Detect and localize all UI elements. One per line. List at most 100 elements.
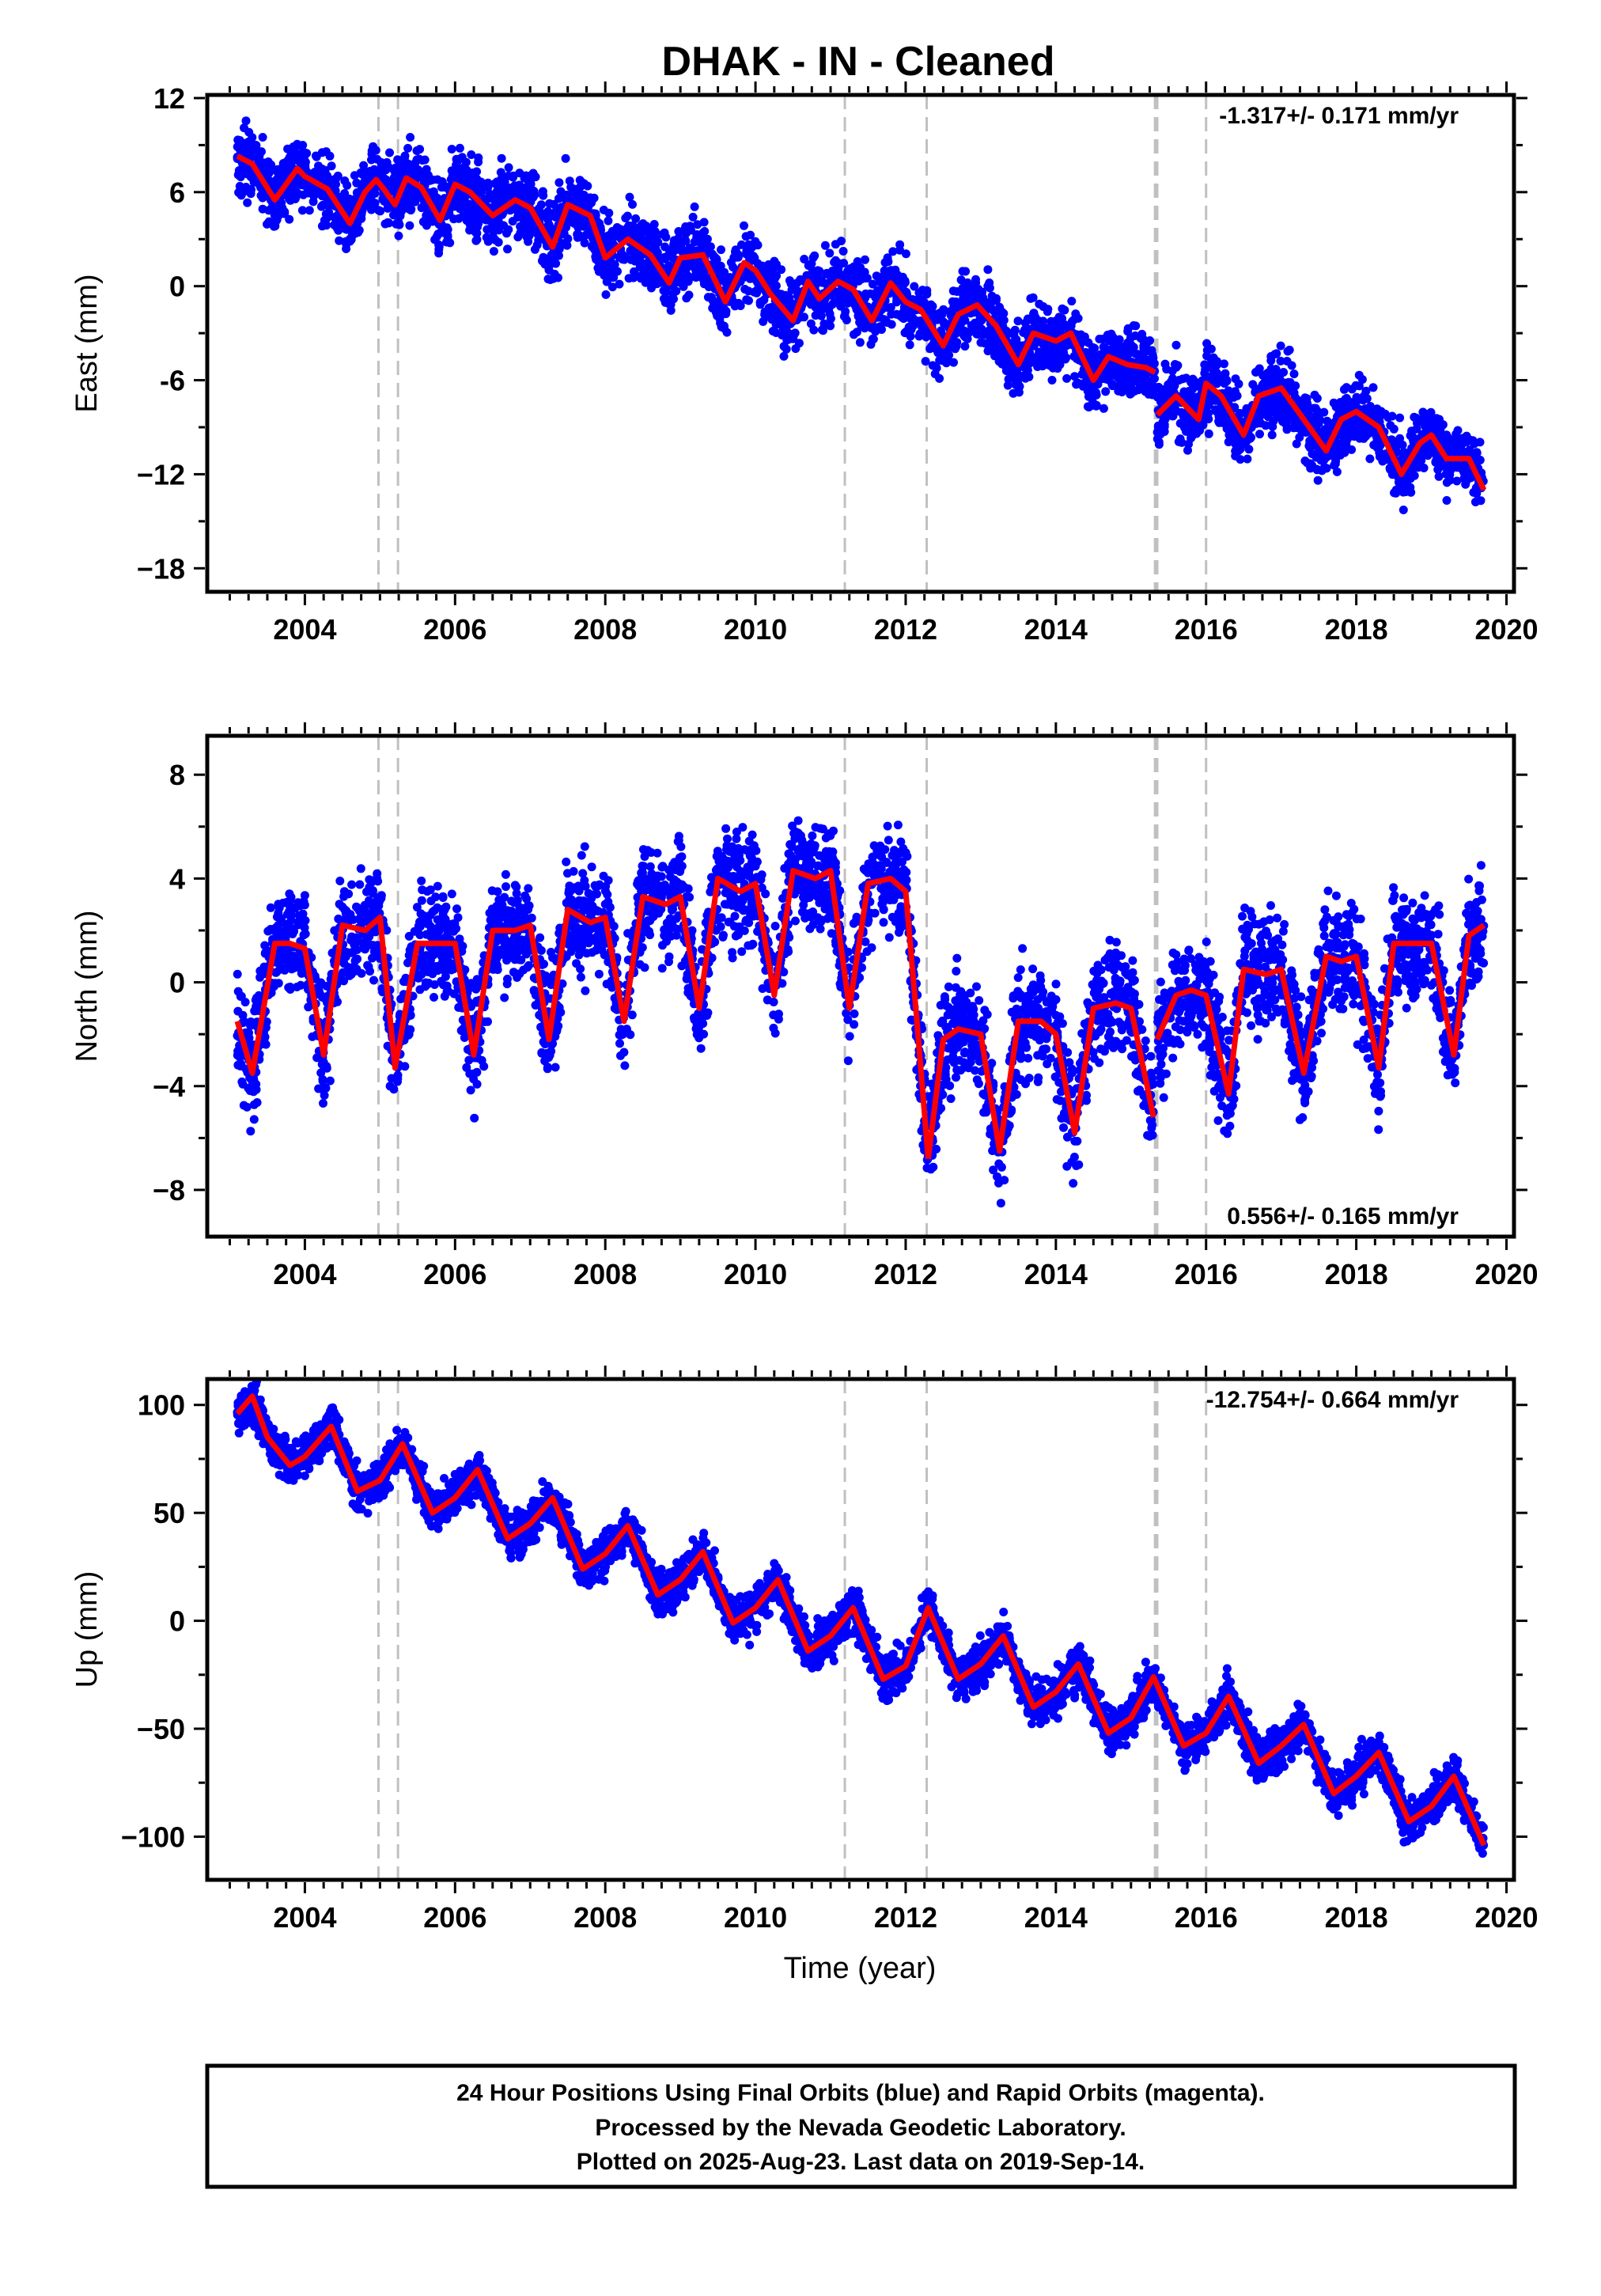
- data-point: [574, 188, 584, 198]
- data-point: [566, 183, 576, 192]
- data-point: [631, 214, 641, 223]
- data-point: [777, 265, 786, 275]
- data-point: [583, 181, 592, 191]
- data-point: [905, 340, 914, 350]
- data-point: [645, 263, 653, 272]
- y-tick-label: 0: [169, 271, 185, 303]
- data-point: [304, 180, 313, 190]
- data-point: [644, 239, 653, 248]
- data-point: [368, 153, 377, 163]
- data-point: [559, 229, 569, 238]
- data-point: [970, 322, 978, 331]
- data-point: [1108, 381, 1118, 390]
- data-point: [1318, 429, 1327, 438]
- data-point: [674, 227, 683, 236]
- data-point: [1131, 321, 1141, 331]
- data-point: [403, 143, 413, 153]
- data-point: [956, 300, 965, 309]
- data-point: [265, 162, 274, 172]
- data-point: [1233, 442, 1243, 452]
- data-point: [831, 256, 840, 265]
- data-point: [1459, 466, 1468, 475]
- data-point: [919, 297, 929, 307]
- data-point: [895, 240, 905, 249]
- data-point: [1028, 309, 1038, 319]
- x-tick-label: 2020: [1474, 613, 1538, 646]
- data-point: [1147, 346, 1156, 355]
- data-point: [241, 116, 251, 126]
- data-point: [1453, 426, 1463, 435]
- data-point: [322, 221, 331, 230]
- data-point: [651, 246, 660, 256]
- data-point: [324, 201, 333, 210]
- data-point: [268, 177, 278, 187]
- model-curve: [1155, 381, 1487, 491]
- data-point: [831, 240, 840, 249]
- data-point: [1291, 417, 1300, 426]
- data-point: [1171, 340, 1181, 350]
- data-point: [765, 264, 774, 274]
- x-tick-label: 2008: [573, 613, 637, 646]
- data-point: [293, 150, 303, 160]
- data-point: [883, 821, 892, 831]
- data-point: [700, 226, 710, 236]
- data-point: [959, 331, 968, 340]
- data-point: [1285, 345, 1294, 354]
- data-point: [1160, 415, 1170, 424]
- data-point: [1204, 415, 1213, 424]
- data-point: [1375, 409, 1383, 419]
- data-point: [914, 332, 924, 341]
- data-point: [829, 266, 838, 275]
- data-point: [1339, 385, 1349, 394]
- data-point: [627, 255, 637, 264]
- data-point: [543, 275, 553, 284]
- data-point: [733, 252, 743, 262]
- data-point: [1451, 433, 1460, 442]
- data-point: [334, 225, 343, 235]
- data-point: [741, 232, 751, 241]
- data-point: [1292, 439, 1301, 449]
- data-point: [545, 199, 554, 208]
- data-point: [1047, 357, 1057, 366]
- data-point: [791, 344, 800, 354]
- data-point: [1103, 366, 1112, 375]
- data-point: [891, 309, 901, 319]
- data-point: [471, 236, 481, 245]
- data-point: [975, 327, 985, 336]
- data-point: [819, 278, 827, 287]
- data-point: [802, 271, 812, 280]
- data-point: [750, 253, 759, 263]
- data-point: [1103, 345, 1113, 354]
- data-point: [1214, 412, 1224, 422]
- data-point: [1282, 357, 1292, 366]
- data-point: [819, 326, 827, 335]
- data-point: [1156, 397, 1165, 407]
- data-point: [770, 256, 779, 266]
- data-point: [853, 257, 862, 266]
- data-point: [781, 290, 790, 300]
- data-point: [660, 297, 670, 307]
- data-point: [504, 163, 513, 172]
- data-point: [1438, 420, 1448, 430]
- data-point: [1281, 413, 1290, 422]
- data-point: [347, 231, 357, 241]
- data-point: [451, 171, 460, 180]
- data-point: [539, 191, 548, 200]
- data-point: [1183, 445, 1192, 455]
- data-point: [1013, 316, 1023, 326]
- data-point: [668, 290, 678, 299]
- data-point: [888, 247, 898, 256]
- x-axis: 2004 2006 2008 2010 2012 2014 2016 2018 2020: [228, 81, 1539, 646]
- data-point: [1020, 363, 1029, 373]
- data-point: [1038, 324, 1047, 334]
- data-point: [1178, 374, 1187, 384]
- data-point: [939, 355, 948, 365]
- data-point: [1122, 344, 1131, 354]
- data-point: [1375, 448, 1384, 457]
- data-point: [661, 287, 671, 297]
- data-point: [990, 351, 999, 361]
- data-point: [1472, 448, 1482, 457]
- data-point: [729, 263, 738, 272]
- data-point: [1186, 388, 1195, 397]
